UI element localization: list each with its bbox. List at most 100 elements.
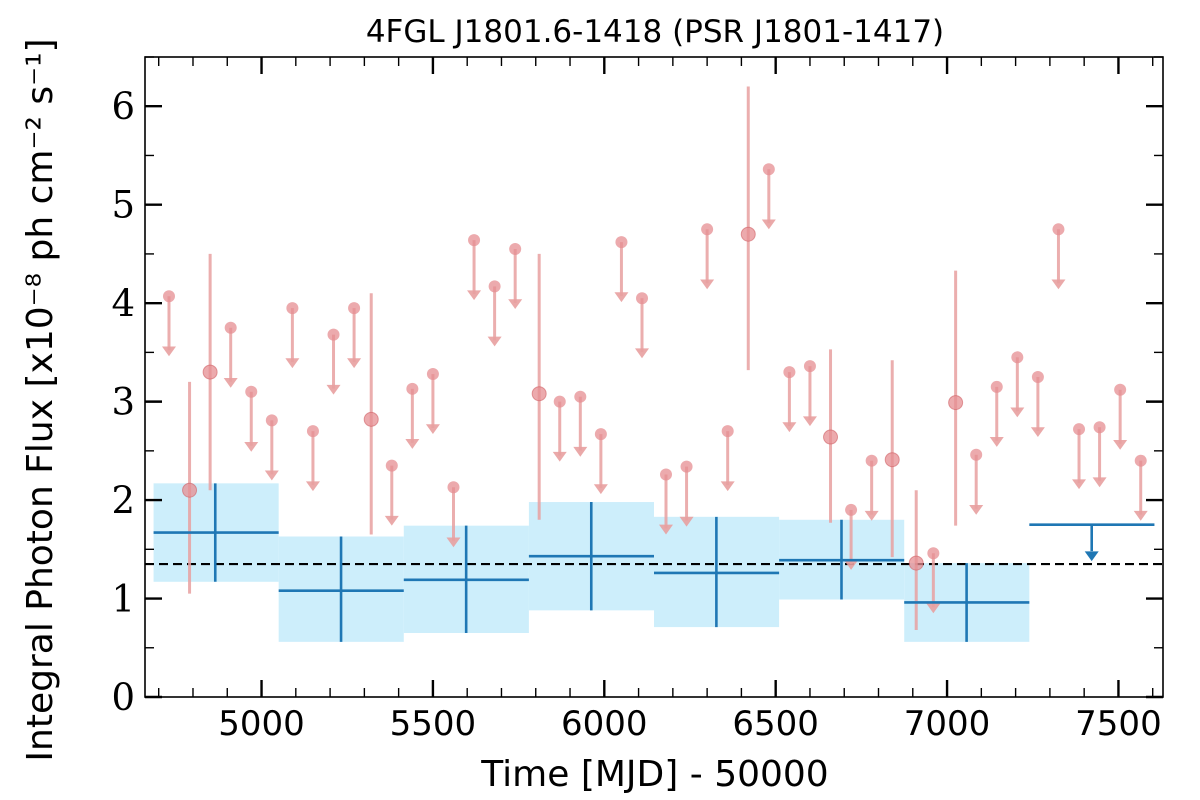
x-tick-label: 7000 — [904, 704, 991, 744]
short-bin-upper-limit-point — [348, 302, 361, 315]
y-tick-label: 6 — [111, 85, 135, 128]
short-bin-point — [948, 395, 964, 411]
short-bin-upper-limit-point — [426, 368, 439, 381]
short-bin-point — [182, 482, 198, 498]
short-bin-upper-limit-point — [553, 395, 566, 408]
x-axis-label: Time [MJD] - 50000 — [480, 754, 828, 795]
short-bin-upper-limit-point — [509, 243, 522, 255]
short-bin-upper-limit-arrow — [1113, 440, 1128, 450]
short-bin-upper-limit-arrow — [1051, 279, 1066, 290]
y-tick-label: 1 — [111, 578, 135, 621]
y-tick-label: 3 — [111, 381, 135, 424]
short-bin-upper-limit-arrow — [635, 348, 650, 359]
short-bin-upper-limit-arrow — [405, 439, 420, 449]
short-bin-upper-limit-point — [1134, 454, 1147, 467]
short-bin-upper-limit-point — [406, 382, 419, 395]
short-bin-upper-limit-point — [447, 481, 460, 494]
short-bin-upper-limit-point — [1011, 351, 1024, 364]
short-bin-upper-limit-point — [762, 163, 775, 176]
short-bin-upper-limit-point — [1114, 383, 1127, 396]
short-bin-upper-limit-arrow — [264, 470, 279, 481]
short-bin-upper-limit-point — [721, 425, 734, 438]
short-bin-upper-limit-point — [224, 321, 237, 334]
short-bin-upper-limit-arrow — [864, 510, 879, 521]
short-bin-upper-limit-arrow — [1010, 407, 1025, 418]
chart-title: 4FGL J1801.6-1418 (PSR J1801-1417) — [366, 14, 944, 50]
short-bin-point — [531, 386, 547, 402]
short-bin-upper-limit-point — [488, 280, 501, 293]
short-bin-upper-limit-arrow — [969, 504, 984, 515]
short-bin-upper-limit-arrow — [1030, 427, 1045, 437]
short-bin-upper-limit-point — [990, 380, 1003, 393]
short-bin-upper-limit-point — [162, 290, 175, 303]
x-tick-label: 5500 — [390, 704, 477, 744]
short-bin-upper-limit-arrow — [161, 346, 176, 357]
short-bin-point — [884, 452, 900, 468]
short-bin-upper-limit-arrow — [425, 424, 440, 435]
short-bin-upper-limit-arrow — [1133, 510, 1148, 521]
short-bin-upper-limit-arrow — [573, 446, 588, 457]
short-bin-upper-limit-arrow — [658, 524, 673, 535]
short-bin-upper-limit-arrow — [679, 516, 694, 527]
y-tick-label: 0 — [111, 676, 135, 719]
short-bin-upper-limit-arrow — [782, 422, 797, 433]
short-bin-upper-limit-point — [265, 414, 278, 427]
short-bin-upper-limit-point — [594, 428, 607, 441]
x-tick-label: 5000 — [218, 704, 305, 744]
short-bin-upper-limit-point — [615, 236, 628, 249]
long-bin-upper-limit-arrow — [1084, 551, 1099, 562]
short-bin-upper-limit-arrow — [487, 336, 502, 347]
short-bin-upper-limit-arrow — [384, 515, 399, 526]
short-bin-upper-limit-point — [245, 385, 258, 398]
short-bin-upper-limit-arrow — [761, 219, 776, 230]
short-bin-upper-limit-point — [468, 234, 481, 247]
short-bin-upper-limit-arrow — [244, 441, 259, 452]
short-bin-upper-limit-arrow — [508, 299, 523, 309]
short-bin-upper-limit-point — [680, 460, 693, 473]
y-tick-label: 4 — [111, 282, 135, 325]
short-bin-upper-limit-arrow — [1072, 479, 1087, 490]
short-bin-upper-limit-point — [1093, 421, 1106, 434]
short-bin-upper-limit-arrow — [720, 481, 735, 492]
short-bin-upper-limit-point — [783, 366, 796, 379]
plot-frame — [144, 56, 1164, 698]
short-bin-upper-limit-arrow — [305, 481, 320, 492]
y-axis-label: Integral Photon Flux [x10⁻⁸ ph cm⁻² s⁻¹] — [20, 38, 61, 761]
short-bin-upper-limit-arrow — [552, 451, 567, 462]
short-bin-upper-limit-point — [659, 468, 672, 481]
short-bin-upper-limit-arrow — [593, 484, 608, 495]
x-tick-label: 6500 — [732, 704, 819, 744]
short-bin-upper-limit-arrow — [989, 437, 1004, 447]
y-tick-label: 2 — [111, 479, 135, 522]
short-bin-upper-limit-arrow — [446, 537, 461, 548]
short-bin-upper-limit-arrow — [614, 292, 629, 303]
short-bin-upper-limit-point — [1073, 423, 1086, 436]
short-bin-upper-limit-point — [865, 454, 878, 467]
short-bin-upper-limit-point — [803, 360, 816, 373]
short-bin-upper-limit-point — [701, 223, 714, 236]
short-bin-upper-limit-point — [1031, 371, 1044, 383]
short-bin-upper-limit-point — [927, 547, 940, 560]
y-tick-label: 5 — [111, 184, 135, 227]
short-bin-upper-limit-arrow — [802, 416, 817, 427]
plot-area: 5000 5500 6000 6500 7000 7500 0 1 2 3 4 5 6 — [111, 56, 1164, 744]
short-bin-upper-limit-point — [845, 503, 858, 516]
short-bin-upper-limit-point — [970, 448, 983, 461]
short-bin-point — [823, 429, 839, 445]
short-bin-upper-limit-point — [306, 425, 319, 438]
short-bin-upper-limit-arrow — [285, 358, 300, 369]
short-bin-point — [740, 226, 756, 242]
short-bin-upper-limit-arrow — [1092, 477, 1107, 488]
short-bin-upper-limit-point — [286, 302, 299, 315]
short-bin-point — [363, 411, 379, 427]
short-bin-upper-limit-arrow — [926, 603, 941, 614]
short-bin-upper-limit-point — [636, 292, 649, 305]
short-bin-upper-limit-arrow — [844, 560, 859, 570]
short-bin-upper-limit-arrow — [700, 279, 715, 290]
x-tick-label: 7500 — [1075, 704, 1162, 744]
short-bin-upper-limit-point — [327, 328, 340, 341]
short-bin-point — [202, 364, 218, 380]
short-bin-upper-limit-arrow — [223, 377, 238, 388]
short-bin-upper-limit-point — [385, 459, 398, 472]
